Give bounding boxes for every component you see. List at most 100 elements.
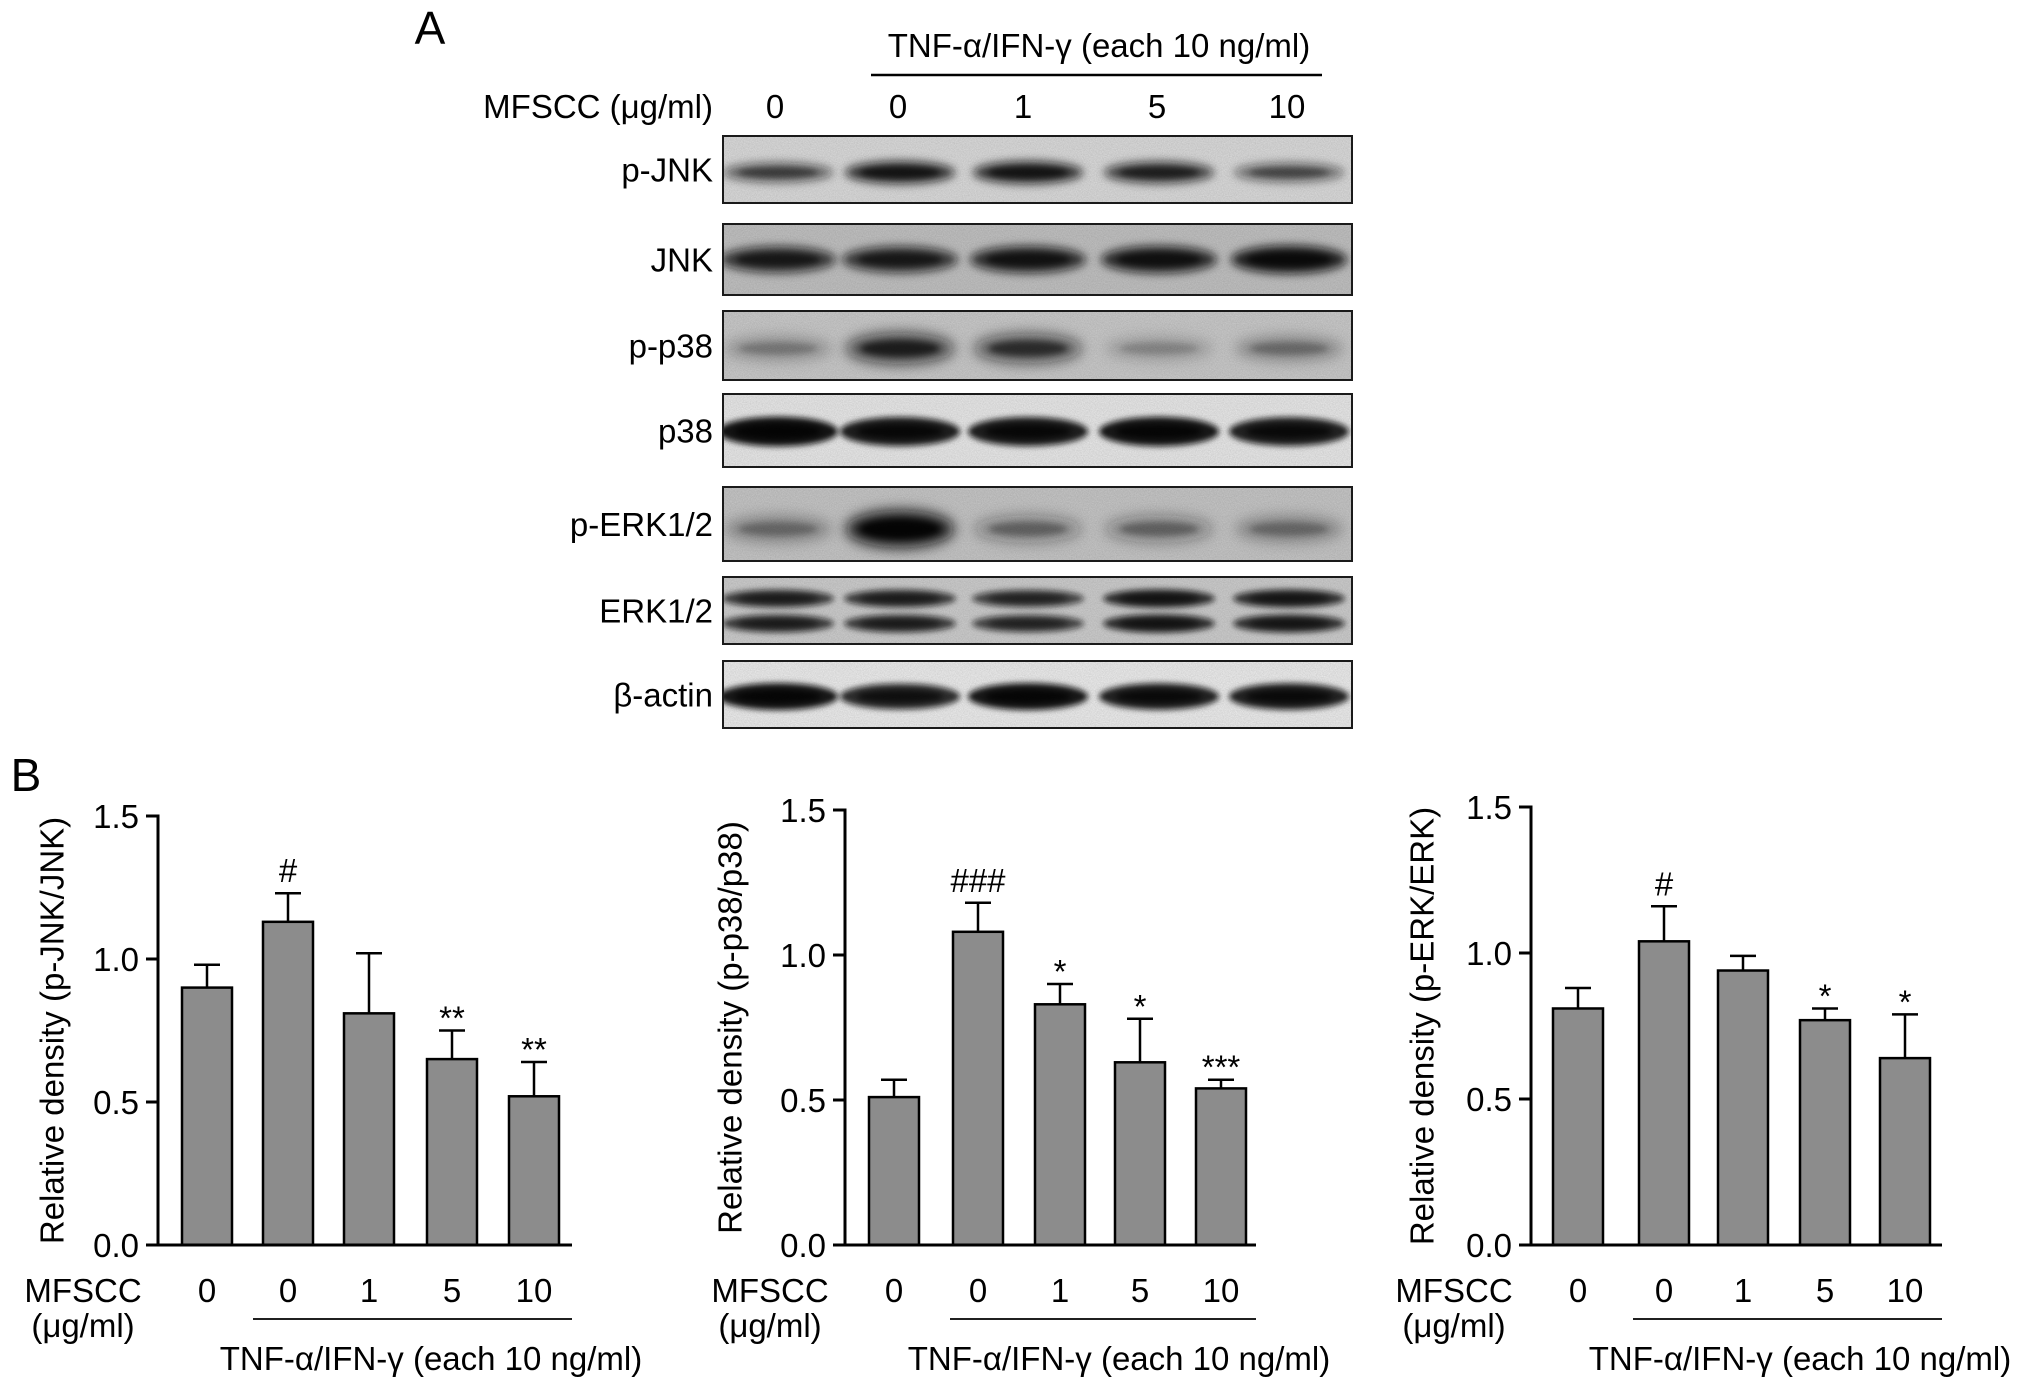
blot-frame — [722, 310, 1353, 381]
dose-unit-label: (μg/ml) — [31, 1307, 134, 1344]
blot-row: p-ERK1/2 — [570, 486, 1353, 562]
blot-dose-label: MFSCC (μg/ml) — [483, 88, 713, 125]
blot-frame — [722, 135, 1353, 204]
bar — [1194, 1087, 1248, 1247]
bar — [1637, 940, 1691, 1247]
blot-frame — [722, 486, 1353, 562]
y-tick-label: 1.0 — [93, 941, 139, 978]
bar-charts: Relative density (p-JNK/JNK) 0.0 0.5 1.0 1.5… — [24, 789, 2011, 1377]
blot-texture — [723, 661, 1352, 728]
lane-label: 0 — [889, 88, 907, 125]
y-tick-label: 1.5 — [93, 798, 139, 835]
western-blots: p-JNK JNK p-p38 p38 p-ERK1/2 ERK1/2 β-actin — [570, 135, 1353, 729]
blot-bands — [723, 661, 1352, 728]
significance-marker: # — [279, 852, 298, 889]
blot-bands — [723, 394, 1352, 467]
blot-row: JNK — [651, 223, 1353, 296]
y-tick-label: 1.0 — [1466, 935, 1512, 972]
bar — [1798, 1018, 1852, 1247]
bar — [180, 986, 234, 1247]
y-tick-label: 1.5 — [1466, 789, 1512, 826]
panel-a-label: A — [415, 2, 446, 54]
x-tick-label: 0 — [969, 1272, 987, 1309]
blot-label: p-JNK — [621, 152, 713, 189]
x-tick-label: 0 — [279, 1272, 297, 1309]
y-tick-label: 0.5 — [1466, 1081, 1512, 1118]
blot-treatment-label: TNF-α/IFN-γ (each 10 ng/ml) — [888, 27, 1310, 64]
x-tick-label: 10 — [1887, 1272, 1924, 1309]
treatment-label: TNF-α/IFN-γ (each 10 ng/ml) — [1589, 1340, 2011, 1377]
bar-chart: Relative density (p-ERK/ERK) 0.0 0.5 1.0 1.5… — [1395, 789, 2011, 1377]
blot-label: p38 — [658, 413, 713, 450]
y-tick-label: 0.0 — [93, 1227, 139, 1264]
significance-marker: * — [1899, 983, 1912, 1020]
treatment-label: TNF-α/IFN-γ (each 10 ng/ml) — [220, 1340, 642, 1377]
panel-a: A TNF-α/IFN-γ (each 10 ng/ml) MFSCC (μg/… — [415, 2, 1353, 729]
blot-frame — [722, 660, 1353, 729]
bar — [1033, 1003, 1087, 1247]
dose-label: MFSCC — [711, 1272, 828, 1309]
dose-unit-label: (μg/ml) — [718, 1307, 821, 1344]
x-tick-label: 10 — [516, 1272, 553, 1309]
y-tick-label: 0.0 — [1466, 1227, 1512, 1264]
blot-row: p38 — [658, 393, 1353, 468]
x-tick-label: 1 — [360, 1272, 378, 1309]
x-tick-label: 0 — [885, 1272, 903, 1309]
bar — [261, 920, 315, 1247]
x-tick-label: 5 — [1131, 1272, 1149, 1309]
dose-label: MFSCC — [24, 1272, 141, 1309]
panel-b: B Relative density (p-JNK/JNK) 0.0 0.5 1.0 1… — [11, 749, 2012, 1377]
blot-bands — [723, 136, 1352, 203]
x-tick-label: 1 — [1051, 1272, 1069, 1309]
blot-frame — [722, 223, 1353, 296]
x-tick-label: 5 — [1816, 1272, 1834, 1309]
y-axis-label: Relative density (p-ERK/ERK) — [1404, 807, 1441, 1245]
y-tick-label: 0.0 — [780, 1227, 826, 1264]
y-axis-label: Relative density (p-JNK/JNK) — [34, 817, 71, 1244]
bar — [425, 1057, 479, 1247]
significance-marker: * — [1054, 953, 1067, 990]
blot-texture — [723, 487, 1352, 561]
blot-bands — [723, 311, 1352, 380]
dose-unit-label: (μg/ml) — [1402, 1307, 1505, 1344]
y-axis-label: Relative density (p-p38/p38) — [712, 821, 749, 1234]
blot-label: ERK1/2 — [599, 593, 713, 630]
x-tick-label: 5 — [443, 1272, 461, 1309]
significance-marker: ** — [521, 1031, 547, 1068]
x-tick-label: 1 — [1734, 1272, 1752, 1309]
blot-texture — [723, 224, 1352, 295]
y-tick-label: 0.5 — [93, 1084, 139, 1121]
blot-bands — [723, 487, 1352, 561]
dose-label: MFSCC — [1395, 1272, 1512, 1309]
blot-frame — [722, 393, 1353, 468]
bar — [1878, 1056, 1932, 1247]
blot-frame — [722, 576, 1353, 645]
bar — [867, 1095, 921, 1247]
blot-label: p-p38 — [629, 328, 713, 365]
blot-row: p-JNK — [621, 135, 1353, 204]
blot-bands — [723, 224, 1352, 295]
bar-chart: Relative density (p-p38/p38) 0.0 0.5 1.0 1.5… — [711, 792, 1330, 1377]
bar — [507, 1095, 561, 1247]
blot-texture — [723, 311, 1352, 380]
x-tick-label: 10 — [1203, 1272, 1240, 1309]
blot-texture — [723, 394, 1352, 467]
treatment-label: TNF-α/IFN-γ (each 10 ng/ml) — [908, 1340, 1330, 1377]
bar — [1113, 1061, 1167, 1247]
lane-label: 10 — [1269, 88, 1306, 125]
lane-label: 1 — [1014, 88, 1032, 125]
x-tick-label: 0 — [198, 1272, 216, 1309]
blot-label: β-actin — [613, 677, 713, 714]
significance-marker: * — [1819, 977, 1832, 1014]
blot-texture — [723, 136, 1352, 203]
y-tick-label: 1.5 — [780, 792, 826, 829]
bar — [951, 930, 1005, 1247]
blot-texture — [723, 577, 1352, 644]
significance-marker: *** — [1202, 1049, 1241, 1086]
x-tick-label: 0 — [1569, 1272, 1587, 1309]
x-tick-label: 0 — [1655, 1272, 1673, 1309]
significance-marker: # — [1655, 865, 1674, 902]
bar-chart: Relative density (p-JNK/JNK) 0.0 0.5 1.0 1.5… — [24, 798, 642, 1377]
